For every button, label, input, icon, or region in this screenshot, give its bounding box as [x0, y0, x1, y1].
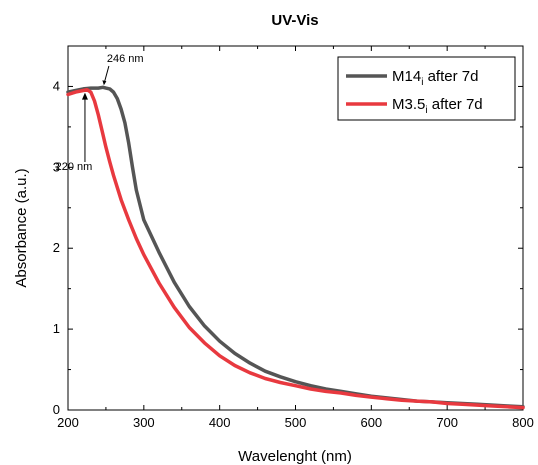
legend-label-2: M3.5i after 7d — [392, 96, 483, 116]
x-tick-label: 700 — [436, 415, 458, 430]
y-tick-label: 0 — [53, 402, 60, 417]
x-tick-label: 200 — [57, 415, 79, 430]
series-line-2 — [66, 87, 525, 410]
y-tick-label: 2 — [53, 240, 60, 255]
y-tick-label: 1 — [53, 321, 60, 336]
x-tick-label: 600 — [360, 415, 382, 430]
x-tick-label: 500 — [285, 415, 307, 430]
x-axis-label: Wavelenght (nm) — [238, 448, 352, 465]
annotation-220: 220 nm — [56, 161, 93, 173]
annotation-arrowhead-220 — [81, 92, 88, 100]
x-tick-label: 800 — [512, 415, 534, 430]
series-line-1 — [66, 85, 525, 409]
annotation-arrowhead-246 — [102, 80, 107, 86]
legend-label-1: M14i after 7d — [392, 68, 478, 88]
legend-box — [337, 56, 516, 121]
y-tick-label: 3 — [53, 159, 60, 174]
chart-title: UV-Vis — [271, 12, 318, 29]
x-tick-label: 400 — [209, 415, 231, 430]
x-tick-label: 300 — [133, 415, 155, 430]
annotation-246: 246 nm — [107, 53, 144, 65]
y-axis-label: Absorbance (a.u.) — [13, 168, 30, 287]
y-tick-label: 4 — [53, 78, 60, 93]
